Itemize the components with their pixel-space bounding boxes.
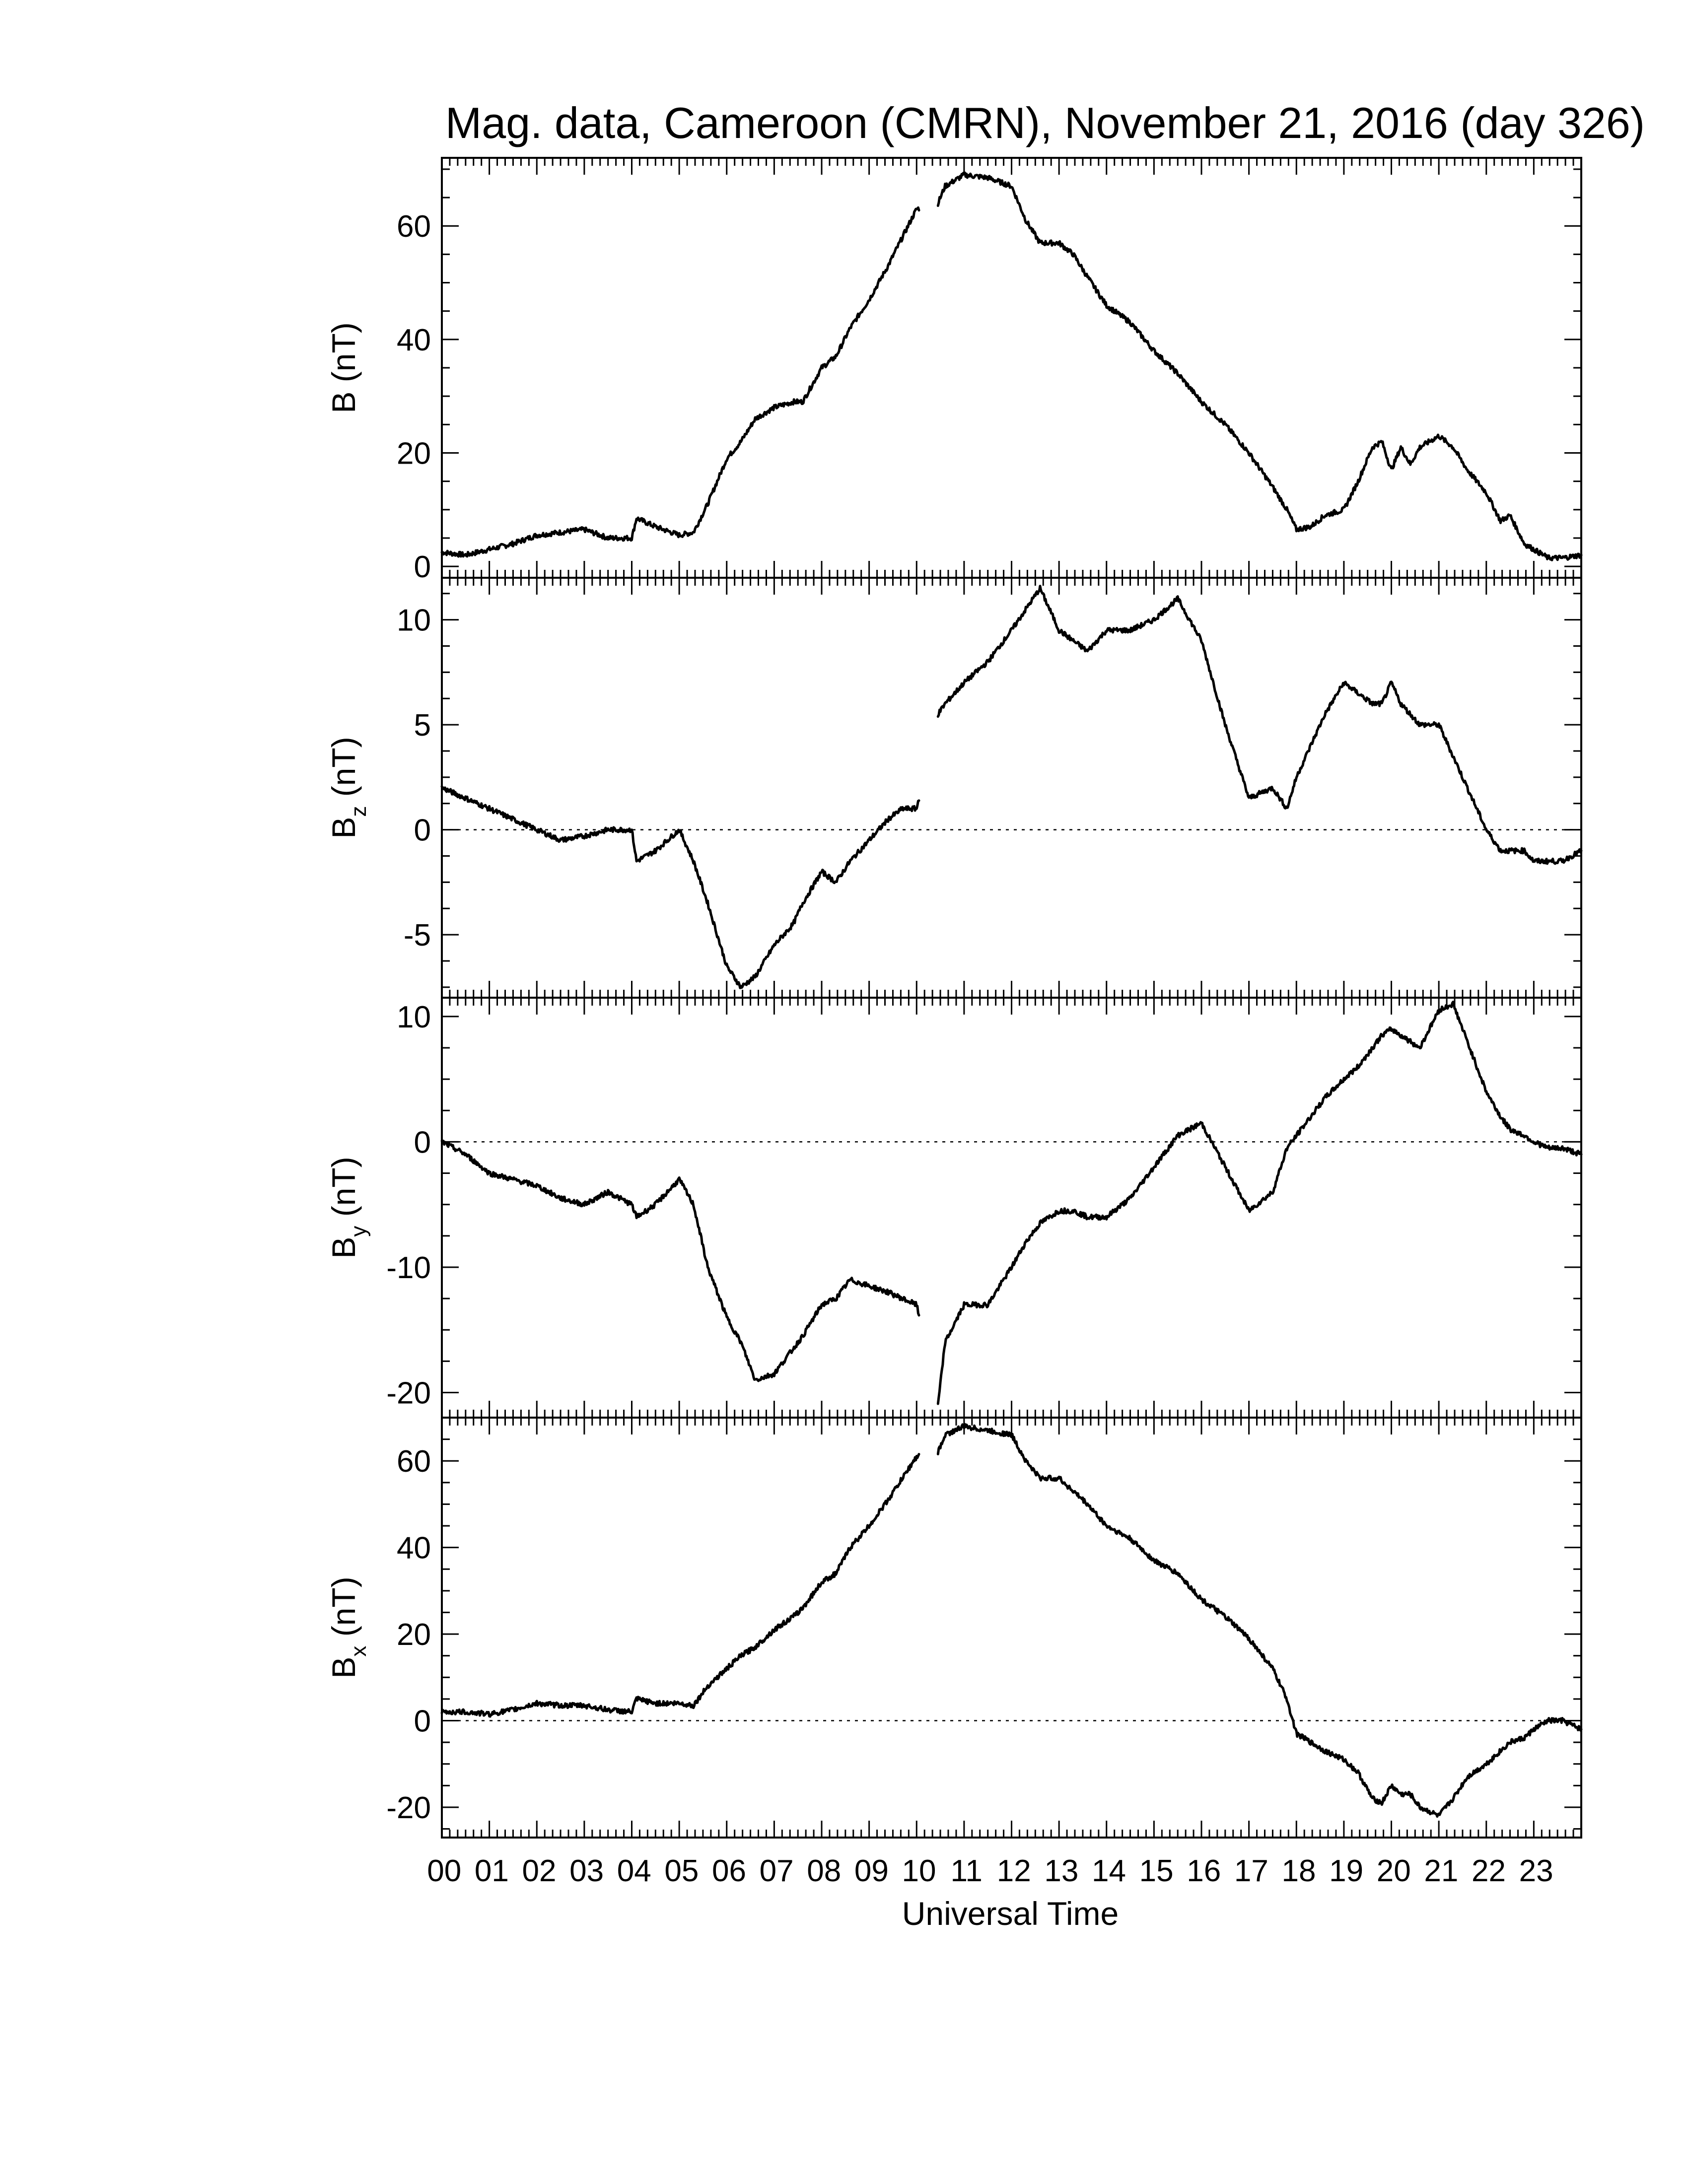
x-tick-label: 03 — [569, 1854, 604, 1888]
chart-title: Mag. data, Cameroon (CMRN), November 21,… — [445, 98, 1645, 147]
series-line-after-gap — [936, 171, 1583, 561]
series-line-after-gap — [936, 1423, 1583, 1818]
y-tick-label: 0 — [414, 550, 431, 584]
y-tick-label: -5 — [404, 918, 431, 953]
y-tick-label: -20 — [386, 1791, 431, 1825]
panel-frame — [441, 577, 1582, 999]
y-tick-label: -10 — [386, 1251, 431, 1285]
y-tick-label: 60 — [397, 1444, 431, 1479]
panel-frame — [441, 1417, 1582, 1839]
y-tick-label: 10 — [397, 604, 431, 638]
x-tick-label: 08 — [807, 1854, 841, 1888]
series-line-before-gap — [440, 785, 920, 989]
y-tick-label: 60 — [397, 209, 431, 244]
y-tick-label: 40 — [397, 323, 431, 357]
series-line-before-gap — [440, 1453, 920, 1718]
panels-layer: 0 20 40 60 B (nT) -5 0 5 10 Bz (nT) -20 -10 0 10 By (n… — [325, 157, 1583, 1839]
y-axis-label: Bz (nT) — [325, 737, 371, 838]
x-tick-label: 04 — [617, 1854, 651, 1888]
panel-2: -20 -10 0 10 By (nT) — [325, 997, 1583, 1419]
panel-0: 0 20 40 60 B (nT) — [325, 157, 1583, 584]
x-tick-label: 16 — [1187, 1854, 1221, 1888]
series-line-after-gap — [936, 1001, 1583, 1405]
series-line-before-gap — [440, 1139, 920, 1382]
y-tick-label: -20 — [386, 1376, 431, 1410]
x-tick-label: 06 — [712, 1854, 746, 1888]
x-tick-labels: 00 01 02 03 04 05 06 07 08 09 10 11 12 13 14 15 16 17 18 19… — [427, 1854, 1553, 1888]
x-tick-label: 07 — [760, 1854, 794, 1888]
x-tick-label: 13 — [1044, 1854, 1078, 1888]
series-line-before-gap — [440, 206, 920, 558]
panel-3: -20 0 20 40 60 Bx (nT) — [325, 1417, 1583, 1839]
x-tick-label: 09 — [854, 1854, 889, 1888]
x-tick-label: 00 — [427, 1854, 461, 1888]
x-tick-label: 22 — [1472, 1854, 1506, 1888]
y-tick-label: 0 — [414, 1125, 431, 1160]
x-axis-label: Universal Time — [902, 1895, 1119, 1932]
y-tick-label: 5 — [414, 708, 431, 743]
panel-frame — [441, 157, 1582, 579]
y-axis-label: By (nT) — [325, 1157, 371, 1258]
panel-1: -5 0 5 10 Bz (nT) — [325, 577, 1583, 999]
x-tick-label: 11 — [950, 1854, 982, 1888]
x-tick-label: 23 — [1519, 1854, 1553, 1888]
x-tick-label: 05 — [664, 1854, 699, 1888]
x-tick-label: 10 — [902, 1854, 936, 1888]
y-tick-label: 40 — [397, 1531, 431, 1566]
x-tick-label: 21 — [1424, 1854, 1458, 1888]
x-tick-label: 14 — [1092, 1854, 1126, 1888]
x-tick-label: 15 — [1139, 1854, 1174, 1888]
y-tick-label: 20 — [397, 436, 431, 471]
y-tick-label: 10 — [397, 1000, 431, 1034]
x-tick-label: 01 — [475, 1854, 509, 1888]
x-tick-label: 02 — [522, 1854, 557, 1888]
x-tick-label: 12 — [997, 1854, 1031, 1888]
x-tick-label: 17 — [1234, 1854, 1268, 1888]
y-tick-label: 0 — [414, 1705, 431, 1739]
y-axis-label: B (nT) — [325, 322, 362, 413]
panel-frame — [441, 997, 1582, 1419]
x-tick-label: 20 — [1377, 1854, 1411, 1888]
y-axis-label: Bx (nT) — [325, 1576, 371, 1678]
x-tick-label: 19 — [1329, 1854, 1363, 1888]
y-tick-label: 20 — [397, 1618, 431, 1652]
x-tick-label: 18 — [1282, 1854, 1316, 1888]
y-tick-label: 0 — [414, 814, 431, 848]
series-line-after-gap — [936, 585, 1583, 865]
